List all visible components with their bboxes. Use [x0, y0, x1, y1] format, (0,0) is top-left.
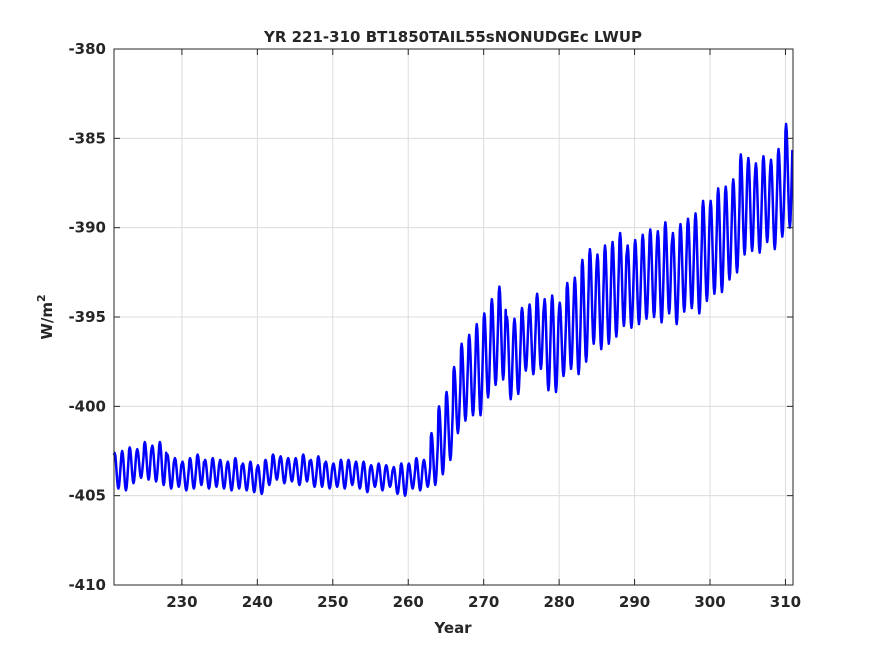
y-tick-label: -395 — [68, 308, 106, 326]
x-tick-label: 260 — [393, 593, 424, 611]
x-tick-label: 300 — [694, 593, 725, 611]
x-tick-label: 290 — [619, 593, 650, 611]
y-axis-title-base: W/m — [38, 302, 56, 340]
x-tick-label: 250 — [317, 593, 348, 611]
data-series — [112, 122, 794, 497]
y-axis-title-exponent: 2 — [35, 294, 48, 302]
chart-title: YR 221-310 BT1850TAIL55sNONUDGEc LWUP — [263, 28, 642, 46]
y-tick-label: -380 — [68, 40, 106, 58]
y-tick-label: -400 — [68, 397, 106, 415]
x-tick-label: 280 — [543, 593, 574, 611]
x-tick-label: 310 — [770, 593, 801, 611]
x-axis-title: Year — [433, 619, 472, 637]
y-tick-label: -390 — [68, 219, 106, 237]
y-tick-label: -410 — [68, 576, 106, 594]
x-tick-label: 230 — [166, 593, 197, 611]
y-tick-label: -405 — [68, 487, 106, 505]
y-axis-title: W/m2 — [35, 294, 56, 339]
y-tick-label: -385 — [68, 129, 106, 147]
x-tick-label: 270 — [468, 593, 499, 611]
x-axis: 230 240 250 260 270 280 290 300 310 — [166, 49, 801, 611]
x-tick-label: 240 — [242, 593, 273, 611]
series-line — [112, 122, 794, 497]
y-axis: -380 -385 -390 -395 -400 -405 -410 — [68, 40, 793, 594]
